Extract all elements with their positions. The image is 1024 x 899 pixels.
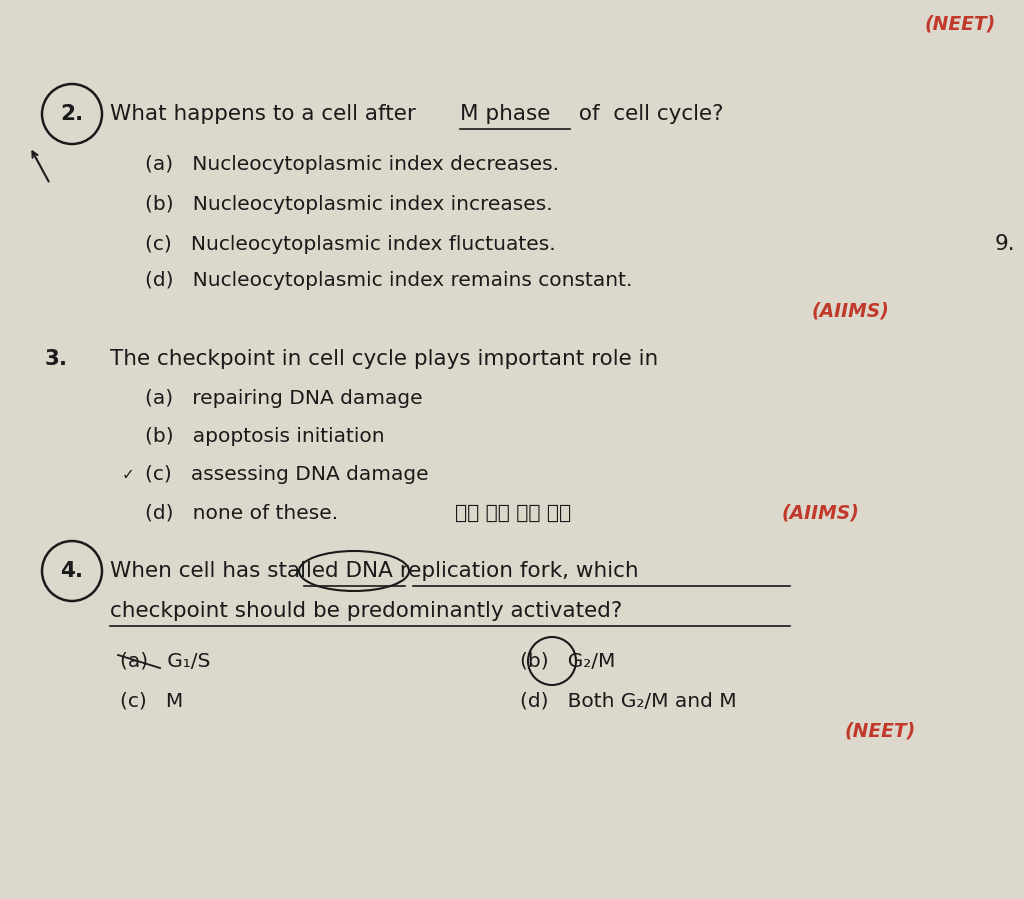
Text: हठ भा खर ान: हठ भा खर ान	[455, 503, 571, 522]
Text: of  cell cycle?: of cell cycle?	[572, 104, 724, 124]
Text: (AIIMS): (AIIMS)	[811, 301, 889, 321]
Text: (b)   apoptosis initiation: (b) apoptosis initiation	[145, 428, 385, 447]
Text: 2.: 2.	[60, 104, 84, 124]
Text: 4.: 4.	[60, 561, 84, 581]
Text: (a)   G₁/S: (a) G₁/S	[120, 652, 210, 671]
Text: When cell has stalled DNA replication fork, which: When cell has stalled DNA replication fo…	[110, 561, 639, 581]
Text: (c)   assessing DNA damage: (c) assessing DNA damage	[145, 466, 429, 485]
Text: (b)   G₂/M: (b) G₂/M	[520, 652, 615, 671]
Text: 3.: 3.	[45, 349, 69, 369]
Text: checkpoint should be predominantly activated?: checkpoint should be predominantly activ…	[110, 601, 623, 621]
Text: (d)   Nucleocytoplasmic index remains constant.: (d) Nucleocytoplasmic index remains cons…	[145, 271, 633, 290]
Text: M phase: M phase	[460, 104, 550, 124]
Text: (a)   repairing DNA damage: (a) repairing DNA damage	[145, 389, 423, 408]
Text: 9.: 9.	[994, 234, 1016, 254]
Text: The checkpoint in cell cycle plays important role in: The checkpoint in cell cycle plays impor…	[110, 349, 658, 369]
Text: (c)   Nucleocytoplasmic index fluctuates.: (c) Nucleocytoplasmic index fluctuates.	[145, 235, 556, 254]
Text: (NEET): (NEET)	[925, 14, 995, 33]
Text: (d)   Both G₂/M and M: (d) Both G₂/M and M	[520, 691, 736, 710]
Text: What happens to a cell after: What happens to a cell after	[110, 104, 423, 124]
Text: (NEET): (NEET)	[845, 722, 915, 741]
Text: (c)   M: (c) M	[120, 691, 183, 710]
Text: (b)   Nucleocytoplasmic index increases.: (b) Nucleocytoplasmic index increases.	[145, 194, 553, 213]
Text: ✓: ✓	[122, 467, 134, 483]
Text: (d)   none of these.: (d) none of these.	[145, 503, 338, 522]
Text: (a)   Nucleocytoplasmic index decreases.: (a) Nucleocytoplasmic index decreases.	[145, 155, 559, 174]
Text: (AIIMS): (AIIMS)	[781, 503, 859, 522]
